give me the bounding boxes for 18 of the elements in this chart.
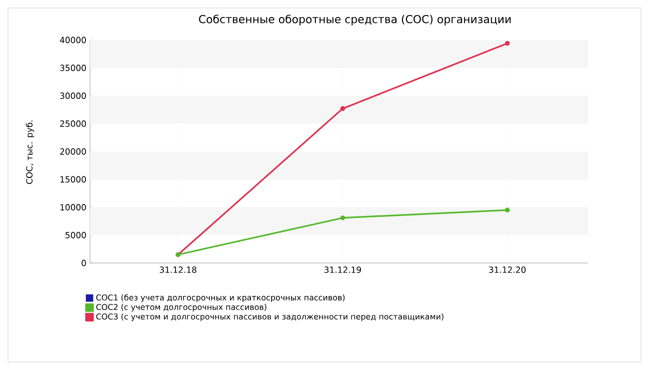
y-tick-label: 5000 — [66, 232, 86, 238]
y-tick-label: 40000 — [60, 36, 86, 44]
y-tick-label: 20000 — [60, 148, 86, 155]
y-tick-label: 35000 — [60, 64, 86, 72]
y-tick-label: 25000 — [60, 120, 86, 127]
y-tick-label: 10000 — [60, 204, 86, 210]
y-tick-label: 15000 — [60, 176, 86, 183]
y-tick-label: 0 — [82, 260, 86, 266]
chart-title: Собственные оборотные средства (СОС) организации — [199, 14, 511, 26]
x-tick-label: 31.12.18 — [160, 266, 196, 273]
point — [504, 40, 510, 46]
point — [340, 106, 346, 111]
y-axis-title: СОС, тыс. руб. — [26, 120, 34, 184]
x-tick-label: 31.12.19 — [324, 266, 361, 273]
y-tick-label: 30000 — [60, 92, 86, 99]
x-tick-label: 31.12.20 — [489, 266, 526, 273]
point — [340, 215, 346, 220]
point — [504, 208, 510, 212]
